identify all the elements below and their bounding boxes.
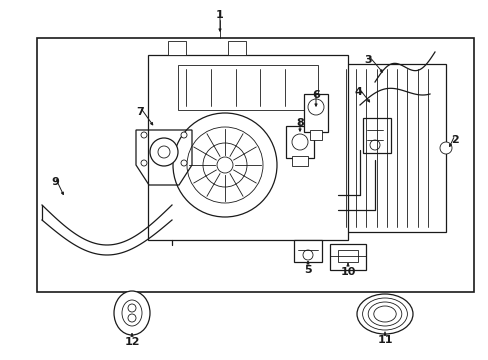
Bar [37, 38, 473, 292]
Circle shape [173, 113, 276, 217]
Text: 8: 8 [296, 118, 303, 128]
Text: 7: 7 [136, 107, 143, 117]
Bar [304, 94, 327, 132]
Text: 10: 10 [340, 267, 355, 277]
Bar [285, 126, 313, 158]
Text: 3: 3 [364, 55, 371, 65]
Circle shape [369, 140, 379, 150]
Bar [337, 250, 357, 262]
Circle shape [303, 250, 312, 260]
Bar [227, 41, 245, 55]
Circle shape [128, 314, 136, 322]
Circle shape [158, 146, 170, 158]
Circle shape [181, 160, 186, 166]
Circle shape [439, 142, 451, 154]
Circle shape [217, 157, 232, 173]
Bar [362, 118, 390, 153]
Circle shape [307, 99, 324, 115]
Text: 4: 4 [353, 87, 361, 97]
Circle shape [203, 143, 246, 187]
Bar [291, 156, 307, 166]
Circle shape [291, 134, 307, 150]
Circle shape [141, 132, 147, 138]
Bar [178, 65, 317, 110]
Bar [168, 41, 185, 55]
Circle shape [186, 127, 263, 203]
Circle shape [141, 160, 147, 166]
Ellipse shape [122, 300, 142, 326]
Text: 9: 9 [51, 177, 59, 187]
Circle shape [128, 304, 136, 312]
Circle shape [181, 132, 186, 138]
Text: 5: 5 [304, 265, 311, 275]
Circle shape [150, 138, 178, 166]
Bar [309, 130, 321, 140]
Text: 2: 2 [450, 135, 458, 145]
Bar [329, 244, 365, 270]
Text: 6: 6 [311, 90, 319, 100]
Text: 1: 1 [216, 10, 224, 20]
Ellipse shape [114, 291, 150, 335]
Bar [293, 240, 321, 262]
Bar [337, 64, 445, 232]
Text: 12: 12 [124, 337, 140, 347]
Text: 11: 11 [376, 335, 392, 345]
Bar [148, 55, 347, 240]
